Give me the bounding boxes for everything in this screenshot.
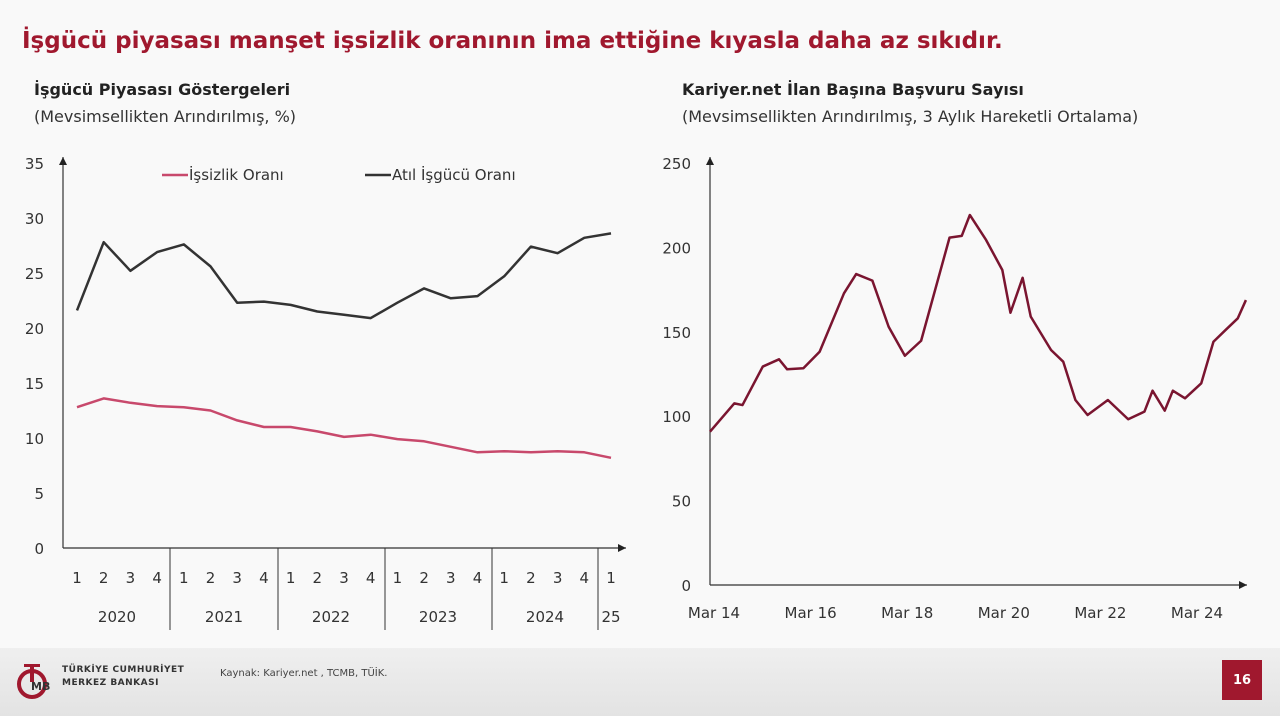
- left-x-year-label: 2022: [312, 608, 350, 626]
- left-x-quarter-label: 2: [419, 569, 429, 587]
- left-y-axis-arrow-icon: [59, 157, 67, 165]
- legend-label: İşsizlik Oranı: [189, 165, 284, 184]
- slide-title: İşgücü piyasası manşet işsizlik oranının…: [22, 28, 1003, 54]
- left-x-axis-arrow-icon: [618, 544, 626, 552]
- legend-label: Atıl İşgücü Oranı: [392, 165, 516, 184]
- left-series-line-issizlik: [76, 397, 612, 460]
- left-x-quarter-label: 1: [393, 569, 403, 587]
- right-x-tick-label: Mar 20: [978, 604, 1030, 622]
- bank-name-line2: MERKEZ BANKASI: [62, 678, 159, 688]
- page-number: 16: [1222, 660, 1262, 700]
- left-y-tick-label: 0: [34, 540, 44, 558]
- footer: [0, 648, 1280, 716]
- right-x-tick-label: Mar 14: [688, 604, 740, 622]
- left-x-year-label: 2021: [205, 608, 243, 626]
- left-x-quarter-label: 4: [580, 569, 590, 587]
- left-x-quarter-label: 2: [99, 569, 109, 587]
- left-x-quarter-label: 3: [126, 569, 136, 587]
- right-y-tick-label: 100: [662, 408, 691, 426]
- right-y-tick-label: 200: [662, 239, 691, 257]
- left-x-quarter-label: 1: [606, 569, 616, 587]
- left-x-year-label: 2023: [419, 608, 457, 626]
- right-chart-subtitle: (Mevsimsellikten Arındırılmış, 3 Aylık H…: [682, 107, 1139, 126]
- left-x-quarter-label: 4: [366, 569, 376, 587]
- svg-text:MB: MB: [31, 680, 50, 693]
- left-x-year-label: 2024: [526, 608, 564, 626]
- left-y-tick-label: 5: [34, 485, 44, 503]
- right-x-tick-label: Mar 24: [1171, 604, 1223, 622]
- right-x-tick-label: Mar 18: [881, 604, 933, 622]
- right-y-tick-label: 250: [662, 155, 691, 173]
- left-series-line-atil-isgucu: [75, 232, 612, 320]
- left-x-quarter-label: 4: [473, 569, 483, 587]
- right-y-tick-label: 0: [681, 577, 691, 595]
- right-x-tick-label: Mar 16: [785, 604, 837, 622]
- left-x-year-label: 25: [601, 608, 620, 626]
- left-x-quarter-label: 3: [339, 569, 349, 587]
- left-y-tick-label: 10: [25, 430, 44, 448]
- bank-name-line1: TÜRKİYE CUMHURİYET: [62, 665, 185, 675]
- source-note: Kaynak: Kariyer.net , TCMB, TÜİK.: [220, 668, 388, 679]
- tcmb-logo: MB: [17, 664, 50, 699]
- bank-name: TÜRKİYE CUMHURİYET MERKEZ BANKASI: [62, 664, 184, 690]
- left-x-quarter-label: 3: [446, 569, 456, 587]
- left-x-quarter-label: 4: [152, 569, 162, 587]
- left-x-quarter-label: 3: [232, 569, 242, 587]
- right-series-line-basvuru: [709, 213, 1248, 433]
- left-chart-subtitle: (Mevsimsellikten Arındırılmış, %): [34, 107, 297, 126]
- left-x-quarter-label: 1: [179, 569, 189, 587]
- left-x-quarter-label: 1: [286, 569, 296, 587]
- right-y-tick-label: 50: [672, 493, 691, 511]
- left-x-year-label: 2020: [98, 608, 136, 626]
- left-y-tick-label: 25: [25, 265, 44, 283]
- right-y-axis-arrow-icon: [706, 157, 714, 165]
- left-x-quarter-label: 3: [553, 569, 563, 587]
- left-y-tick-label: 15: [25, 375, 44, 393]
- left-x-quarter-label: 2: [313, 569, 323, 587]
- left-y-tick-label: 35: [25, 155, 44, 173]
- left-x-quarter-label: 4: [259, 569, 269, 587]
- right-x-tick-label: Mar 22: [1074, 604, 1126, 622]
- left-x-quarter-label: 2: [206, 569, 216, 587]
- left-y-tick-label: 30: [25, 210, 44, 228]
- right-y-tick-label: 150: [662, 324, 691, 342]
- left-x-quarter-label: 1: [499, 569, 509, 587]
- right-x-axis-arrow-icon: [1239, 581, 1247, 589]
- left-y-tick-label: 20: [25, 320, 44, 338]
- right-chart-title: Kariyer.net İlan Başına Başvuru Sayısı: [682, 80, 1024, 99]
- left-x-quarter-label: 1: [72, 569, 82, 587]
- left-chart-title: İşgücü Piyasası Göstergeleri: [34, 80, 291, 99]
- left-x-quarter-label: 2: [526, 569, 536, 587]
